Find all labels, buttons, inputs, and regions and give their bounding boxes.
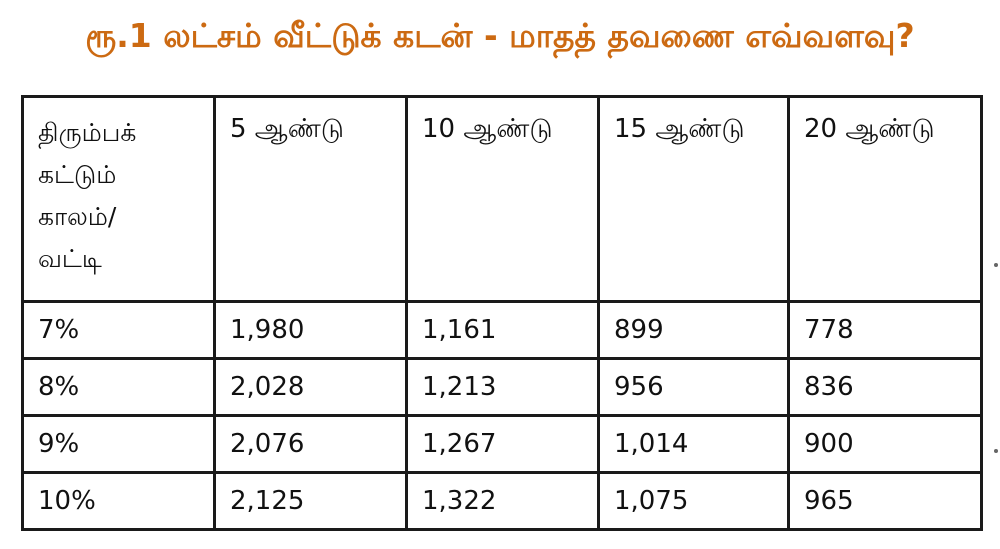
column-header-5-years: 5 ஆண்டு bbox=[213, 95, 408, 303]
emi-cell: 778 bbox=[787, 300, 983, 360]
corner-header-line: காலம்/ bbox=[38, 202, 117, 231]
emi-cell: 1,014 bbox=[597, 414, 790, 474]
emi-cell: 1,322 bbox=[405, 471, 600, 531]
emi-cell: 2,125 bbox=[213, 471, 408, 531]
table-header-row: திரும்பக் கட்டும் காலம்/ வட்டி 5 ஆண்டு 1… bbox=[21, 95, 983, 303]
emi-cell: 900 bbox=[787, 414, 983, 474]
rate-cell: 8% bbox=[21, 357, 216, 417]
table-row: 7% 1,980 1,161 899 778 bbox=[21, 300, 983, 360]
table-row: 8% 2,028 1,213 956 836 bbox=[21, 357, 983, 417]
emi-cell: 1,267 bbox=[405, 414, 600, 474]
corner-header-line: திரும்பக் bbox=[38, 118, 137, 147]
edge-mark bbox=[994, 449, 998, 453]
table-row: 10% 2,125 1,322 1,075 965 bbox=[21, 471, 983, 531]
emi-cell: 965 bbox=[787, 471, 983, 531]
emi-cell: 836 bbox=[787, 357, 983, 417]
corner-header-line: வட்டி bbox=[38, 244, 102, 273]
rate-cell: 9% bbox=[21, 414, 216, 474]
emi-cell: 1,161 bbox=[405, 300, 600, 360]
column-header-15-years: 15 ஆண்டு bbox=[597, 95, 790, 303]
corner-header-line: கட்டும் bbox=[38, 160, 117, 189]
column-header-10-years: 10 ஆண்டு bbox=[405, 95, 600, 303]
edge-mark bbox=[994, 263, 998, 267]
emi-cell: 2,028 bbox=[213, 357, 408, 417]
rate-cell: 10% bbox=[21, 471, 216, 531]
emi-cell: 1,213 bbox=[405, 357, 600, 417]
emi-cell: 1,075 bbox=[597, 471, 790, 531]
emi-cell: 899 bbox=[597, 300, 790, 360]
table-row: 9% 2,076 1,267 1,014 900 bbox=[21, 414, 983, 474]
emi-table: திரும்பக் கட்டும் காலம்/ வட்டி 5 ஆண்டு 1… bbox=[21, 95, 983, 531]
emi-cell: 956 bbox=[597, 357, 790, 417]
emi-cell: 2,076 bbox=[213, 414, 408, 474]
rate-cell: 7% bbox=[21, 300, 216, 360]
emi-cell: 1,980 bbox=[213, 300, 408, 360]
page-title: ரூ.1 லட்சம் வீட்டுக் கடன் - மாதத் தவணை எ… bbox=[85, 16, 915, 55]
corner-header-cell: திரும்பக் கட்டும் காலம்/ வட்டி bbox=[21, 95, 216, 303]
column-header-20-years: 20 ஆண்டு bbox=[787, 95, 983, 303]
